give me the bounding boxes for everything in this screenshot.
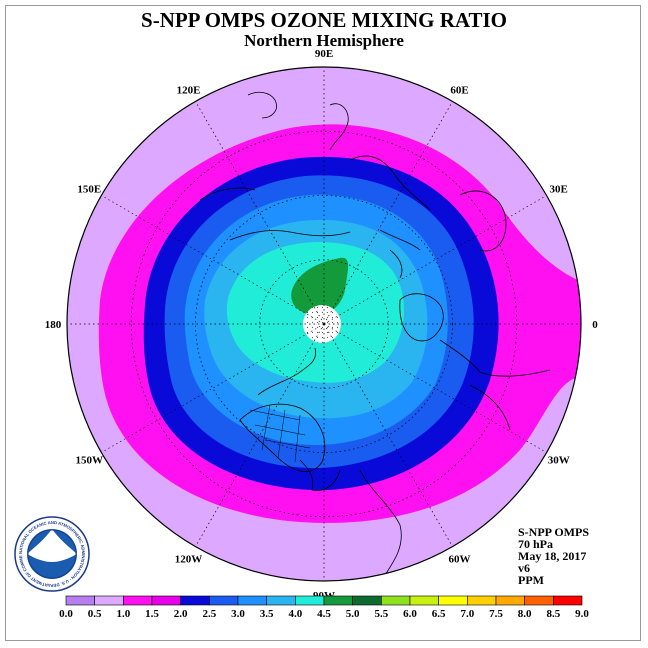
longitude-label: 120W (175, 554, 203, 566)
info-units: PPM (518, 573, 544, 587)
map-subtitle: Northern Hemisphere (244, 31, 404, 50)
noaa-logo: NATIONAL OCEANIC AND ATMOSPHERIC ADMINIS… (14, 516, 90, 592)
longitude-label: 60W (449, 554, 471, 566)
latitude-circle (259, 259, 389, 389)
latitude-circle (130, 130, 518, 518)
logo-text: NOAA (37, 550, 66, 561)
info-date: May 18, 2017 (518, 549, 587, 563)
colorbar-tick-label: 0.5 (87, 608, 102, 620)
colorbar-tick-label: 7.0 (460, 608, 475, 620)
colorbar-tick-label: 1.5 (145, 608, 159, 620)
us-states (249, 404, 311, 463)
info-pressure: 70 hPa (518, 537, 554, 551)
colorbar-tick-label: 6.0 (403, 608, 417, 620)
colorbar-tick-label: 2.5 (202, 608, 217, 620)
info-instrument: S-NPP OMPS (518, 525, 589, 539)
colorbar-tick-label: 5.5 (374, 608, 389, 620)
longitude-label: 150W (76, 455, 104, 467)
map-boundary (66, 66, 582, 582)
colorbar-tick-label: 5.0 (345, 608, 360, 620)
longitude-label: 90W (313, 590, 335, 602)
colorbar-tick-label: 4.5 (317, 608, 331, 620)
colorbar-tick-label: 9.0 (575, 608, 589, 620)
colorbar-tick-label: 0.0 (59, 608, 73, 620)
map-title: S-NPP OMPS OZONE MIXING RATIO (141, 8, 507, 32)
longitude-label: 90E (315, 48, 333, 60)
ozone-core-green (291, 257, 349, 315)
graticule (67, 67, 581, 581)
longitude-label: 60E (450, 84, 468, 96)
longitude-label: 30E (550, 184, 568, 196)
colorbar-tick-label: 6.5 (431, 608, 446, 620)
longitude-label: 150E (77, 184, 101, 196)
colorbar-tick-label: 1.0 (116, 608, 131, 620)
latitude-circle (195, 195, 453, 453)
colorbar-tick-label: 4.0 (288, 608, 303, 620)
info-version: v6 (518, 561, 530, 575)
coastlines (199, 91, 551, 576)
figure-frame (5, 5, 641, 641)
colorbar-tick-label: 2.0 (173, 608, 188, 620)
longitude-label: 30W (548, 455, 570, 467)
longitude-labels: 90E 60E 30E 0 30W 60W 90W 120W 150W 180 150E 120E (45, 48, 599, 602)
longitude-label: 0 (592, 319, 598, 331)
colorbar-tick-label: 3.5 (259, 608, 274, 620)
colorbar-tick-label: 7.5 (489, 608, 503, 620)
colorbar-tick-label: 8.0 (517, 608, 532, 620)
logo-bird (27, 529, 77, 562)
colorbar-tick-label: 8.5 (546, 608, 561, 620)
longitude-label: 120E (177, 84, 201, 96)
longitude-label: 180 (45, 319, 62, 331)
polar-no-data (303, 305, 341, 343)
colorbar-tick-label: 3.0 (231, 608, 245, 620)
